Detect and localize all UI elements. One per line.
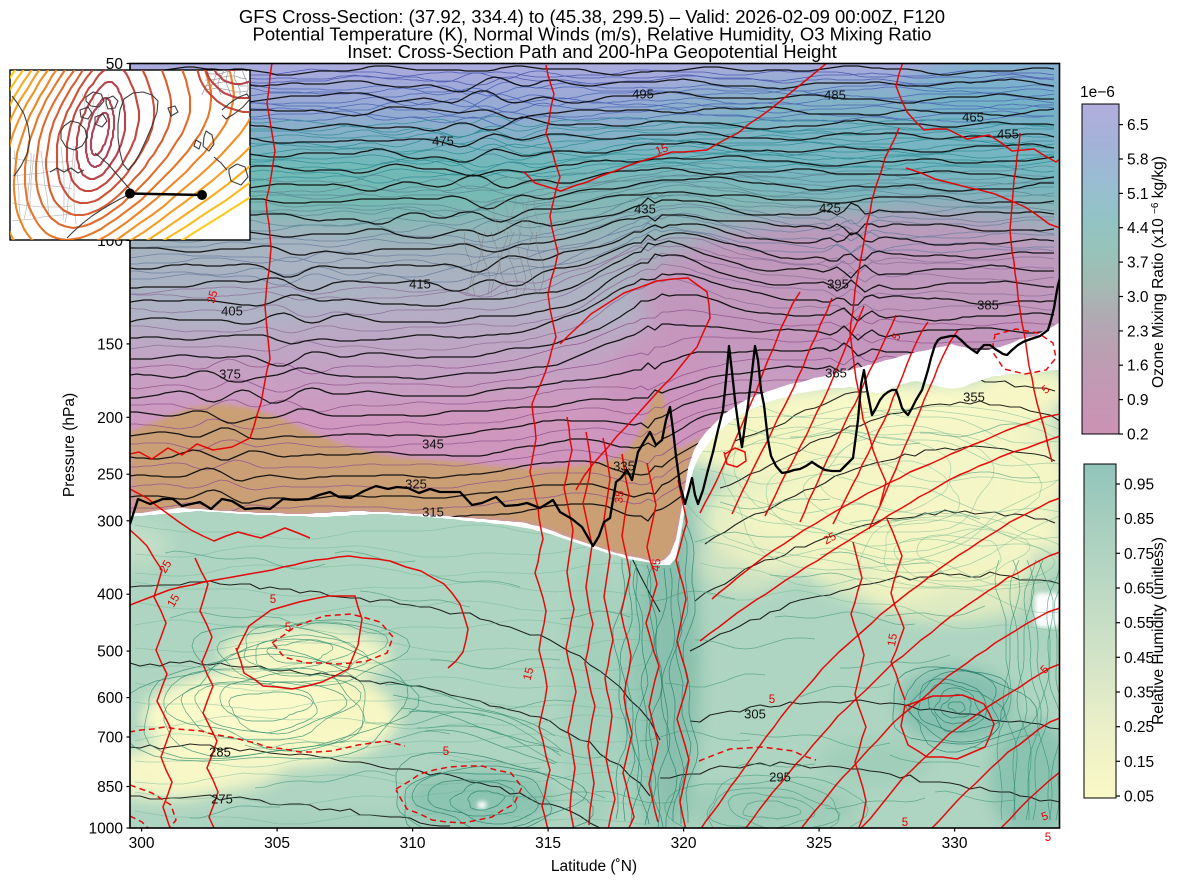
svg-text:325: 325: [405, 477, 427, 492]
svg-text:150: 150: [97, 336, 123, 353]
svg-text:0.2: 0.2: [1127, 427, 1149, 444]
svg-text:305: 305: [264, 835, 290, 852]
svg-text:0.65: 0.65: [1124, 581, 1154, 598]
svg-text:0.55: 0.55: [1124, 615, 1154, 632]
svg-text:435: 435: [634, 202, 656, 217]
svg-text:6.5: 6.5: [1127, 117, 1149, 134]
svg-text:Relative Humidity (unitless): Relative Humidity (unitless): [1150, 537, 1167, 725]
svg-text:405: 405: [221, 304, 243, 319]
svg-text:Pressure (hPa): Pressure (hPa): [61, 393, 78, 497]
svg-text:35: 35: [206, 289, 221, 304]
svg-text:365: 365: [825, 366, 847, 381]
svg-text:600: 600: [97, 690, 123, 707]
svg-text:0.45: 0.45: [1124, 650, 1154, 667]
svg-text:5: 5: [1040, 810, 1050, 823]
svg-text:15: 15: [654, 142, 670, 158]
svg-text:315: 315: [422, 505, 444, 520]
svg-text:375: 375: [219, 367, 241, 382]
svg-text:475: 475: [432, 134, 454, 149]
svg-text:485: 485: [824, 88, 846, 103]
svg-text:415: 415: [409, 277, 431, 292]
svg-text:325: 325: [806, 835, 832, 852]
svg-text:300: 300: [97, 513, 123, 530]
svg-text:0.35: 0.35: [1124, 685, 1154, 702]
svg-text:0.15: 0.15: [1124, 754, 1154, 771]
svg-text:2.3: 2.3: [1127, 323, 1149, 340]
svg-text:285: 285: [209, 745, 231, 760]
svg-text:45: 45: [650, 558, 663, 572]
svg-text:425: 425: [819, 201, 841, 216]
svg-text:495: 495: [632, 87, 654, 102]
svg-text:Ozone Mixing Ratio (x10 −6 kg/: Ozone Mixing Ratio (x10 −6 kg/kg): [1150, 156, 1168, 388]
svg-text:465: 465: [962, 110, 984, 125]
svg-text:300: 300: [129, 835, 155, 852]
svg-text:305: 305: [744, 707, 766, 722]
svg-text:310: 310: [400, 835, 426, 852]
svg-text:3.0: 3.0: [1127, 289, 1149, 306]
svg-text:0.9: 0.9: [1127, 392, 1149, 409]
svg-text:335: 335: [613, 459, 635, 474]
svg-text:Inset: Cross-Section Path and: Inset: Cross-Section Path and 200-hPa Ge…: [347, 41, 837, 62]
svg-text:500: 500: [97, 644, 123, 661]
svg-text:200: 200: [97, 410, 123, 427]
svg-text:0.25: 0.25: [1124, 719, 1154, 736]
svg-text:355: 355: [963, 390, 985, 405]
svg-text:50: 50: [106, 56, 124, 73]
svg-text:25: 25: [158, 558, 175, 575]
svg-text:GFS Cross-Section: (37.92, 334: GFS Cross-Section: (37.92, 334.4) to (45…: [239, 6, 945, 27]
svg-text:5: 5: [1045, 832, 1051, 844]
svg-text:5: 5: [443, 746, 449, 758]
svg-text:5: 5: [890, 331, 904, 343]
svg-text:1e−6: 1e−6: [1080, 84, 1115, 101]
svg-text:345: 345: [422, 437, 444, 452]
svg-text:250: 250: [97, 467, 123, 484]
svg-text:5: 5: [285, 622, 291, 634]
svg-text:5: 5: [270, 594, 276, 606]
svg-text:1.6: 1.6: [1127, 358, 1149, 375]
svg-text:315: 315: [535, 835, 561, 852]
svg-text:0.05: 0.05: [1124, 789, 1154, 806]
svg-text:1000: 1000: [89, 821, 124, 838]
svg-text:385: 385: [977, 298, 999, 313]
svg-text:4.4: 4.4: [1127, 220, 1149, 237]
svg-text:295: 295: [769, 770, 791, 785]
svg-text:35: 35: [613, 490, 626, 504]
svg-text:0.75: 0.75: [1124, 546, 1154, 563]
svg-text:700: 700: [97, 730, 123, 747]
svg-text:3.7: 3.7: [1127, 255, 1149, 272]
svg-text:320: 320: [671, 835, 697, 852]
svg-text:5.8: 5.8: [1127, 152, 1149, 169]
svg-text:330: 330: [942, 835, 968, 852]
svg-text:Potential Temperature (K), Nor: Potential Temperature (K), Normal Winds …: [253, 24, 932, 45]
svg-text:0.95: 0.95: [1124, 477, 1154, 494]
svg-text:850: 850: [97, 779, 123, 796]
svg-text:5.1: 5.1: [1127, 186, 1149, 203]
svg-text:15: 15: [886, 633, 900, 648]
svg-text:455: 455: [997, 127, 1019, 142]
svg-text:0.85: 0.85: [1124, 511, 1154, 528]
svg-text:Latitude (˚N): Latitude (˚N): [551, 858, 637, 875]
svg-text:400: 400: [97, 587, 123, 604]
svg-text:25: 25: [821, 531, 838, 548]
svg-text:15: 15: [522, 666, 537, 681]
svg-text:5: 5: [902, 817, 908, 829]
svg-text:275: 275: [211, 792, 233, 807]
svg-text:15: 15: [166, 592, 183, 609]
svg-text:395: 395: [827, 277, 849, 292]
svg-text:5: 5: [769, 694, 775, 706]
